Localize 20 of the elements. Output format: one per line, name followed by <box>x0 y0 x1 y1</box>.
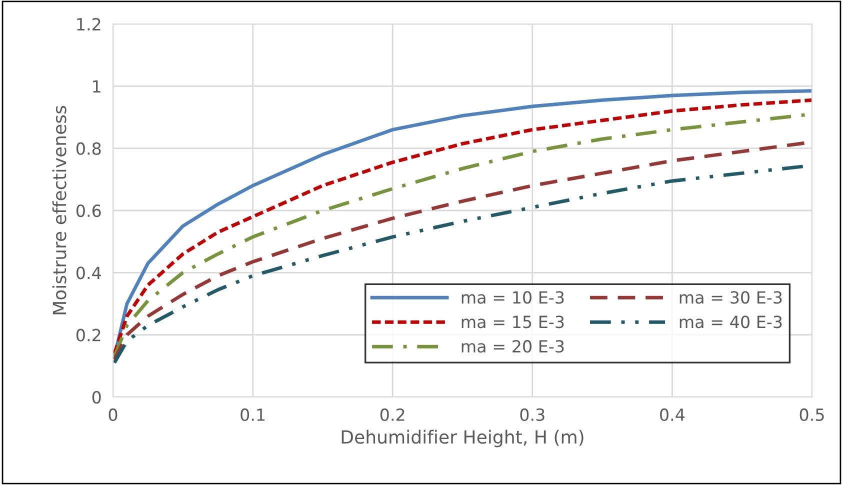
y-tick-label: 0.6 <box>76 204 101 218</box>
y-tick-label: 1 <box>93 80 100 92</box>
legend-label: ma = 15 E-3 <box>462 316 564 328</box>
x-tick-label: 0.2 <box>380 408 404 422</box>
x-tick-label: 0 <box>108 408 118 422</box>
x-tick-label: 0.5 <box>800 408 824 422</box>
legend-label: ma = 20 E-3 <box>462 340 564 353</box>
y-tick-label: 0 <box>92 390 101 404</box>
x-tick-label: 0.1 <box>240 408 265 422</box>
legend-label: ma = 10 E-3 <box>462 291 564 304</box>
y-tick-label: 0.4 <box>76 266 101 280</box>
y-axis-title: Moistrure effectiveness <box>52 106 66 314</box>
y-tick-label: 0.8 <box>76 142 101 155</box>
legend-label: ma = 30 E-3 <box>680 291 782 304</box>
y-tick-label: 1.2 <box>77 18 100 30</box>
x-axis-title: Dehumidifier Height, H (m) <box>342 430 584 448</box>
x-tick-label: 0.4 <box>660 408 685 422</box>
legend-label: ma = 40 E-3 <box>680 316 782 328</box>
x-tick-label: 0.3 <box>520 408 544 422</box>
y-tick-label: 0.2 <box>76 328 100 342</box>
